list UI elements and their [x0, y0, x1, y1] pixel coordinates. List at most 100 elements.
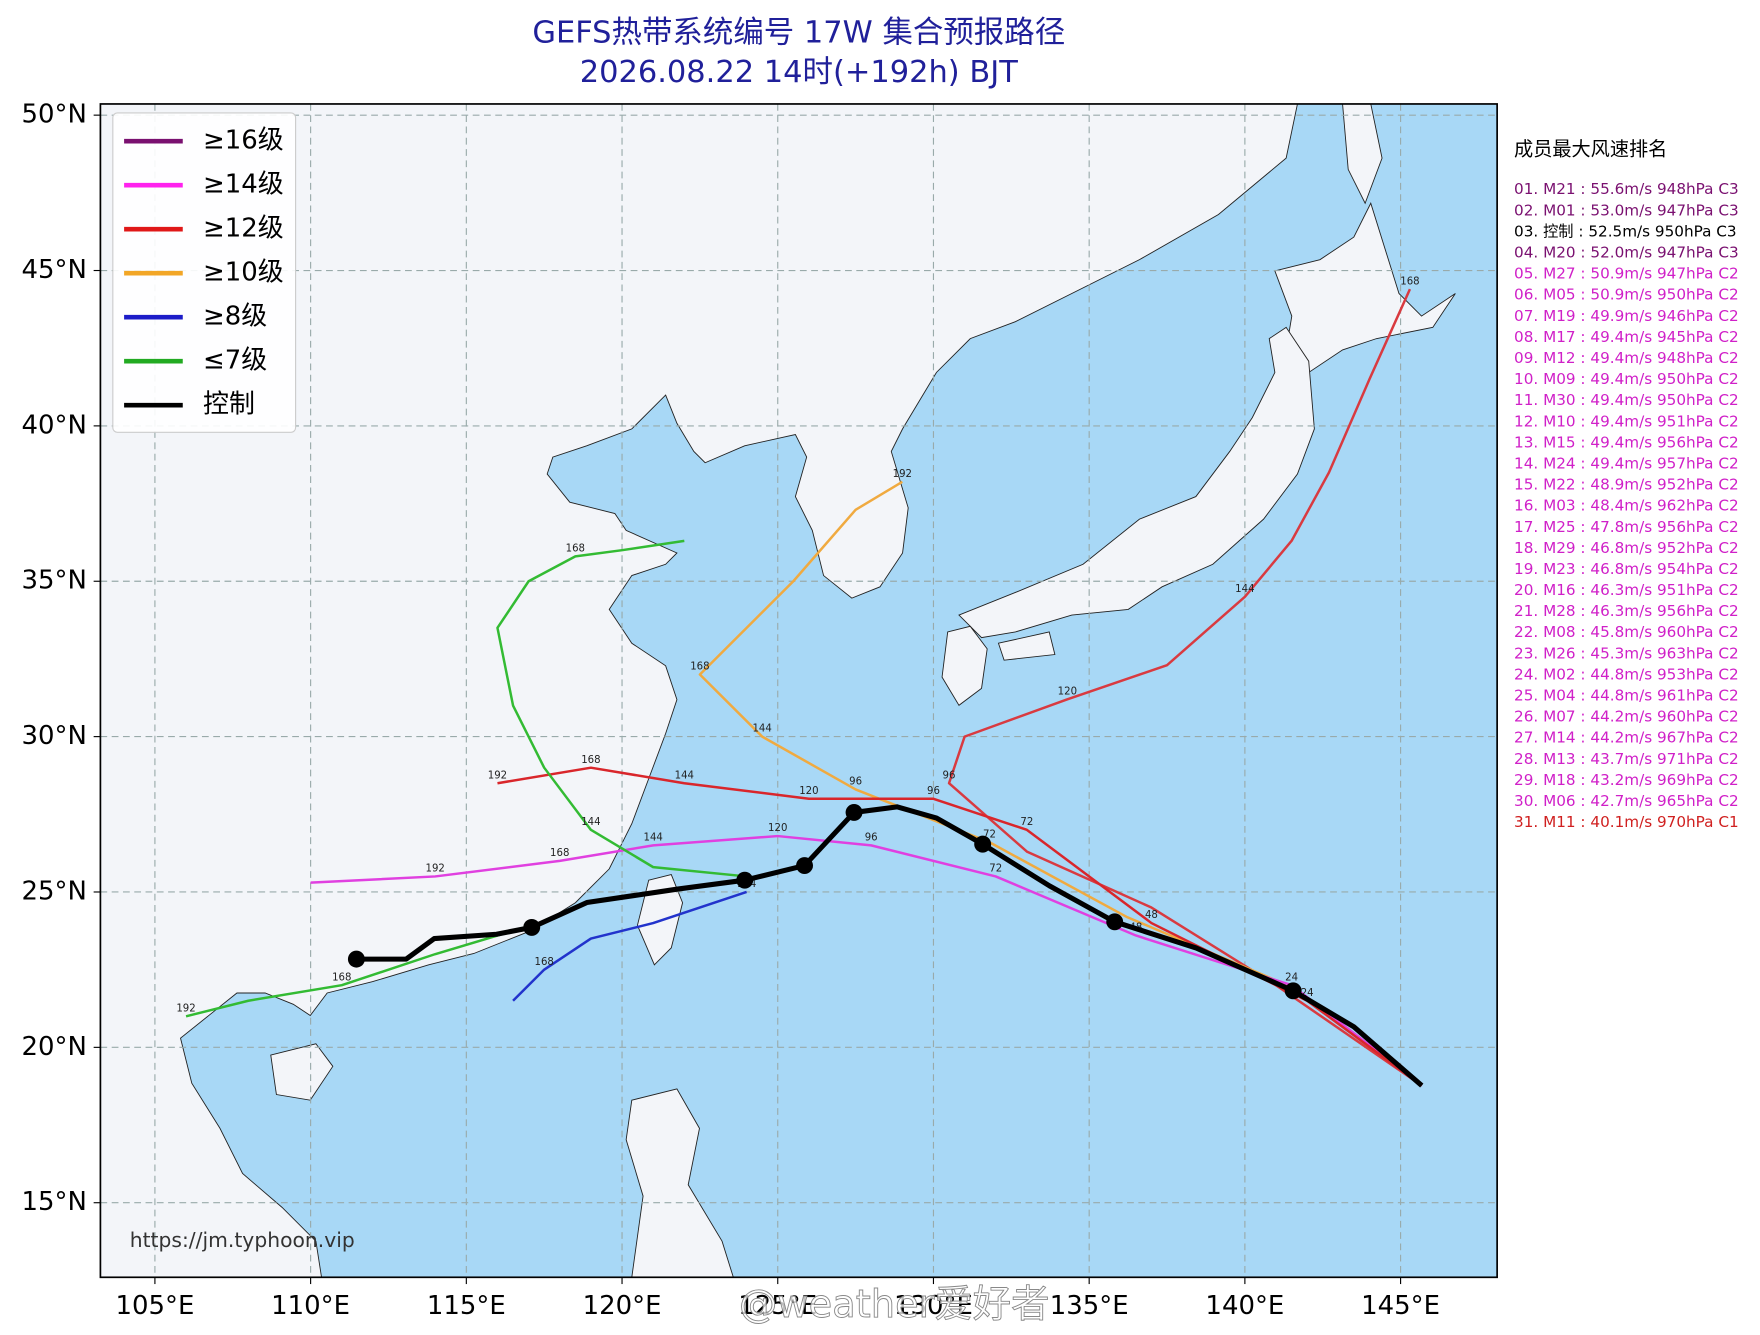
legend-label: ≥14级 [203, 170, 284, 200]
hour-label: 72 [983, 829, 996, 840]
control-point [974, 835, 992, 853]
member-track [698, 480, 1423, 1087]
hour-label: 192 [426, 864, 445, 875]
x-tick-label: 110°E [271, 1291, 350, 1321]
control-point [347, 950, 365, 968]
ranking-entry: 11. M30 : 49.4m/s 950hPa C2 [1514, 391, 1739, 409]
control-point [796, 857, 813, 875]
x-tick-label: 135°E [1050, 1291, 1129, 1321]
ranking-entry: 20. M16 : 46.3m/s 951hPa C2 [1514, 581, 1739, 599]
hour-label: 192 [176, 1003, 195, 1014]
luzon [625, 1088, 734, 1278]
y-tick-label: 20°N [21, 1032, 86, 1062]
ranking-entry: 12. M10 : 49.4m/s 951hPa C2 [1514, 412, 1739, 430]
y-tick-label: 25°N [21, 876, 86, 906]
legend-label: ≥10级 [203, 258, 284, 288]
ranking-entry: 08. M17 : 49.4m/s 945hPa C2 [1514, 328, 1739, 346]
ranking-entry: 04. M20 : 52.0m/s 947hPa C3 [1514, 243, 1739, 261]
ranking-entry: 30. M06 : 42.7m/s 965hPa C2 [1514, 792, 1739, 810]
frame [99, 103, 1498, 1279]
tracks: 96 120 144 168 72 96 144 168 192 24 48 72 96 120 144 16… [176, 276, 1424, 1088]
ranking-entry: 07. M19 : 49.9m/s 946hPa C2 [1514, 307, 1739, 325]
member-track [185, 924, 529, 1018]
chart-subtitle: 2026.08.22 14时(+192h) BJT [580, 55, 1019, 90]
chart-title: GEFS热带系统编号 17W 集合预报路径 [532, 16, 1065, 51]
control-point [845, 803, 863, 821]
shikoku [997, 631, 1056, 661]
legend-label: ≥16级 [203, 126, 284, 156]
legend-label: 控制 [203, 390, 255, 420]
legend-box [112, 112, 297, 433]
ranking-entry: 01. M21 : 55.6m/s 948hPa C3 [1514, 180, 1739, 198]
x-tick-label: 115°E [427, 1291, 506, 1321]
hour-label: 168 [690, 662, 709, 673]
watermark: @weather爱好者 [739, 1282, 1050, 1327]
ranking-entry: 19. M23 : 46.8m/s 954hPa C2 [1514, 560, 1739, 578]
ranking-entry: 13. M15 : 49.4m/s 956hPa C2 [1514, 433, 1739, 451]
hour-label: 168 [566, 543, 585, 554]
hour-label: 144 [752, 724, 771, 735]
kyushu [941, 625, 988, 706]
hour-label: 72 [989, 864, 1002, 875]
hainan [270, 1043, 334, 1101]
y-tick-label: 45°N [21, 255, 86, 285]
member-track [512, 890, 747, 1002]
control-point [1284, 982, 1302, 1000]
honshu [958, 326, 1315, 639]
x-tick-label: 105°E [115, 1291, 194, 1321]
hour-label: 192 [893, 469, 912, 480]
hour-label: 144 [644, 832, 663, 843]
hour-label: 96 [849, 777, 862, 788]
hour-label: 96 [943, 770, 956, 781]
ranking-entry: 15. M22 : 48.9m/s 952hPa C2 [1514, 476, 1739, 494]
ranking: 01. M21 : 55.6m/s 948hPa C3 02. M01 : 53.… [1514, 180, 1739, 831]
x-tick-label: 120°E [583, 1291, 662, 1321]
ranking-entry: 18. M29 : 46.8m/s 952hPa C2 [1514, 539, 1739, 557]
source-url: https://jm.typhoon.vip [130, 1228, 355, 1252]
ranking-entry: 21. M28 : 46.3m/s 956hPa C2 [1514, 602, 1739, 620]
x-tick-label: 140°E [1205, 1291, 1284, 1321]
member-track [947, 288, 1423, 1087]
control-point [1106, 913, 1124, 931]
ranking-entry: 14. M24 : 49.4m/s 957hPa C2 [1514, 454, 1739, 472]
ranking-entry: 05. M27 : 50.9m/s 947hPa C2 [1514, 265, 1739, 283]
y-tick-label: 50°N [21, 100, 86, 130]
hour-label: 24 [1301, 988, 1314, 999]
hour-label: 168 [1400, 276, 1419, 287]
ranking-entry: 17. M25 : 47.8m/s 956hPa C2 [1514, 518, 1739, 536]
grid [100, 103, 1498, 1278]
control-point [736, 871, 754, 889]
legend-label: ≤7级 [203, 346, 267, 376]
ranking-entry: 03. 控制 : 52.5m/s 950hPa C3 [1514, 222, 1737, 240]
hour-label: 48 [1145, 910, 1158, 921]
sakhalin [1342, 103, 1383, 205]
ranking-entry: 09. M12 : 49.4m/s 948hPa C2 [1514, 349, 1739, 367]
hour-label: 120 [768, 823, 787, 834]
hour-label: 168 [535, 957, 554, 968]
legend-label: ≥12级 [203, 214, 284, 244]
ranking-entry: 25. M04 : 44.8m/s 961hPa C2 [1514, 687, 1739, 705]
member-track [496, 539, 747, 878]
y-tick-label: 15°N [21, 1187, 86, 1217]
y-tick-label: 35°N [21, 566, 86, 596]
ranking-entry: 16. M03 : 48.4m/s 962hPa C2 [1514, 497, 1739, 515]
ranking-entry: 02. M01 : 53.0m/s 947hPa C3 [1514, 201, 1739, 219]
x-tick-label: 145°E [1361, 1291, 1440, 1321]
mainland [100, 103, 1298, 1278]
hour-label: 192 [488, 770, 507, 781]
x-tick-label: 130°E [894, 1291, 973, 1321]
hour-label: 120 [1058, 686, 1077, 697]
hour-label: 168 [550, 848, 569, 859]
ranking-entry: 29. M18 : 43.2m/s 969hPa C2 [1514, 771, 1739, 789]
control-point [523, 918, 541, 936]
map-area: 96 120 144 168 72 96 144 168 192 24 48 72 96 120 144 16… [100, 103, 1498, 1278]
hour-label: 144 [1235, 584, 1254, 595]
hour-label: 144 [675, 770, 694, 781]
ranking-entry: 31. M11 : 40.1m/s 970hPa C1 [1514, 813, 1739, 831]
ranking-entry: 23. M26 : 45.3m/s 963hPa C2 [1514, 644, 1739, 662]
ranking-entry: 24. M02 : 44.8m/s 953hPa C2 [1514, 665, 1739, 683]
y-tick-label: 30°N [21, 721, 86, 751]
hour-label: 120 [799, 786, 818, 797]
